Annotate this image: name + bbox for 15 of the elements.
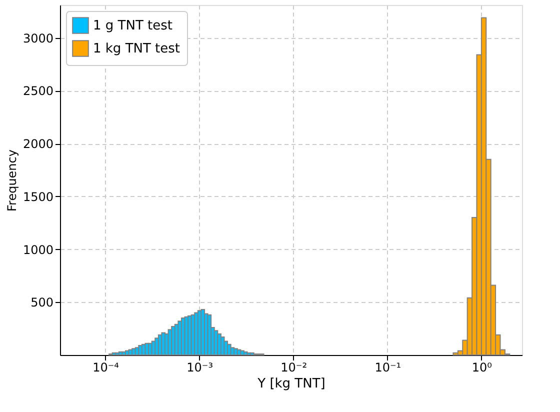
y-tick-label: 1000 xyxy=(22,242,54,257)
legend-label: 1 g TNT test xyxy=(93,18,172,34)
x-tick-label: 10⁻¹ xyxy=(374,360,402,374)
x-tick-label: 10⁻² xyxy=(280,360,308,374)
y-tick-label: 1500 xyxy=(22,190,54,204)
x-tick-label: 10⁻³ xyxy=(186,360,214,374)
y-tick-label: 500 xyxy=(30,296,54,310)
y-tick-label: 2000 xyxy=(22,137,54,152)
y-axis-title: Frequency xyxy=(4,150,19,212)
y-tick-label: 2500 xyxy=(22,84,54,98)
y-tick-label: 3000 xyxy=(22,31,54,46)
x-tick-label: 10⁰ xyxy=(472,360,492,374)
x-axis-title: Y [kg TNT] xyxy=(256,376,326,392)
x-tick-label: 10⁻⁴ xyxy=(92,360,120,374)
legend-label: 1 kg TNT test xyxy=(93,42,180,56)
